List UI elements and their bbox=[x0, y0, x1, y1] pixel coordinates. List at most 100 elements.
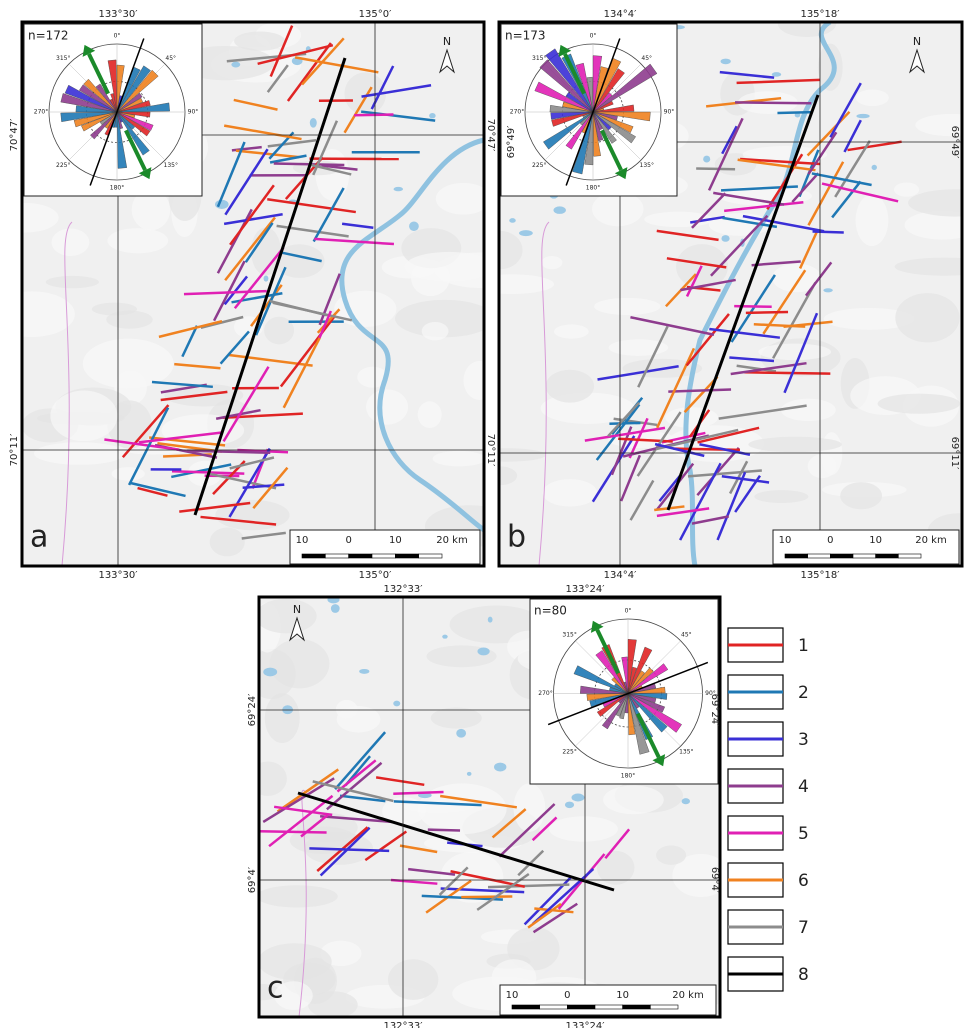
lake bbox=[215, 200, 229, 209]
legend-label: 3 bbox=[798, 730, 809, 750]
latitude-label: 69°4′ bbox=[247, 866, 258, 893]
longitude-label: 134°4′ bbox=[604, 9, 637, 20]
terrain bbox=[50, 391, 117, 442]
terrain bbox=[257, 885, 338, 907]
lake bbox=[823, 288, 832, 292]
panel-letter: c bbox=[267, 971, 284, 1006]
terrain bbox=[308, 991, 358, 1018]
figure: Nn=1720°45°90°135°180°225°270°315°100102… bbox=[0, 0, 965, 1028]
lake bbox=[442, 635, 447, 639]
terrain bbox=[878, 394, 961, 414]
lake bbox=[872, 165, 877, 170]
terrain bbox=[856, 195, 889, 247]
longitude-label: 132°33′ bbox=[383, 584, 423, 595]
rose-label: 135° bbox=[164, 162, 178, 169]
scale-segment bbox=[595, 1005, 623, 1009]
terrain bbox=[46, 276, 99, 288]
terrain bbox=[543, 479, 598, 507]
latitude-label: 70°11′ bbox=[9, 433, 20, 466]
terrain bbox=[781, 399, 836, 421]
terrain bbox=[366, 389, 408, 424]
scale-segment bbox=[785, 554, 808, 558]
terrain bbox=[513, 783, 545, 831]
lineament bbox=[696, 168, 735, 169]
lake bbox=[331, 604, 340, 613]
scale-label: 0 bbox=[564, 990, 570, 1001]
rose-label: 0° bbox=[114, 33, 121, 40]
latitude-label: 69°49′ bbox=[506, 125, 517, 158]
terrain bbox=[541, 256, 562, 269]
lake bbox=[519, 230, 533, 236]
lake bbox=[263, 668, 277, 677]
lineament bbox=[746, 312, 788, 313]
legend-label: 5 bbox=[798, 824, 809, 844]
scale-segment bbox=[349, 554, 372, 558]
lake bbox=[359, 669, 369, 674]
lineament bbox=[428, 830, 460, 831]
rose-label: 270° bbox=[34, 109, 48, 116]
lineament bbox=[777, 112, 812, 113]
legend-label: 4 bbox=[798, 777, 809, 797]
lineament bbox=[461, 896, 512, 897]
lake bbox=[488, 617, 493, 623]
lake bbox=[721, 235, 729, 242]
lake bbox=[394, 187, 403, 191]
terrain bbox=[388, 959, 438, 1000]
terrain bbox=[92, 303, 137, 316]
terrain bbox=[234, 31, 285, 50]
rose-label: 315° bbox=[56, 55, 70, 62]
terrain bbox=[418, 401, 442, 428]
latitude-label: 70°47′ bbox=[9, 118, 20, 151]
longitude-label: 135°18′ bbox=[800, 570, 840, 581]
longitude-label: 135°0′ bbox=[359, 9, 392, 20]
rose-label: 270° bbox=[538, 690, 552, 697]
lake bbox=[682, 798, 690, 804]
terrain bbox=[895, 293, 959, 342]
longitude-label: 132°33′ bbox=[383, 1021, 423, 1028]
rose-label: 135° bbox=[679, 748, 693, 755]
scale-segment bbox=[853, 554, 876, 558]
terrain bbox=[418, 783, 507, 834]
scale-label: 10 bbox=[779, 535, 792, 546]
terrain bbox=[808, 454, 837, 478]
terrain bbox=[215, 500, 289, 530]
latitude-label: 70°11′ bbox=[485, 434, 496, 467]
lake bbox=[856, 114, 869, 118]
terrain bbox=[422, 322, 449, 341]
rose-label: 315° bbox=[562, 632, 576, 639]
lineament bbox=[735, 102, 811, 103]
scale-label: 10 bbox=[616, 990, 629, 1001]
rose-label: 180° bbox=[586, 185, 600, 192]
rose-label: 225° bbox=[562, 748, 576, 755]
lineament bbox=[354, 115, 393, 116]
terrain bbox=[255, 599, 316, 633]
scale-segment bbox=[876, 554, 899, 558]
lake bbox=[264, 275, 269, 281]
terrain bbox=[754, 490, 808, 503]
longitude-label: 135°18′ bbox=[800, 9, 840, 20]
compass-label: N bbox=[913, 35, 921, 48]
latitude-label: 69°49′ bbox=[949, 126, 960, 159]
legend-label: 2 bbox=[798, 683, 809, 703]
terrain bbox=[107, 228, 168, 253]
latitude-label: 69°4′ bbox=[709, 867, 720, 894]
scale-segment bbox=[512, 1005, 540, 1009]
terrain bbox=[111, 467, 144, 480]
rose-label: 90° bbox=[188, 109, 199, 116]
rose-label: 225° bbox=[532, 162, 546, 169]
scale-segment bbox=[898, 554, 921, 558]
longitude-label: 135°0′ bbox=[359, 570, 392, 581]
map-panel: Nn=1720°45°90°135°180°225°270°315°100102… bbox=[0, 9, 525, 581]
lake bbox=[565, 802, 574, 809]
terrain bbox=[405, 252, 494, 282]
rose-label: 225° bbox=[56, 162, 70, 169]
panel-letter: a bbox=[30, 520, 48, 555]
lake bbox=[409, 222, 419, 231]
lake bbox=[467, 772, 472, 776]
longitude-label: 133°24′ bbox=[565, 584, 605, 595]
rose-label: 90° bbox=[664, 109, 675, 116]
rose-label: 45° bbox=[641, 55, 652, 62]
terrain bbox=[336, 700, 358, 719]
scale-label: 20 km bbox=[915, 535, 946, 546]
lineament bbox=[609, 423, 640, 424]
